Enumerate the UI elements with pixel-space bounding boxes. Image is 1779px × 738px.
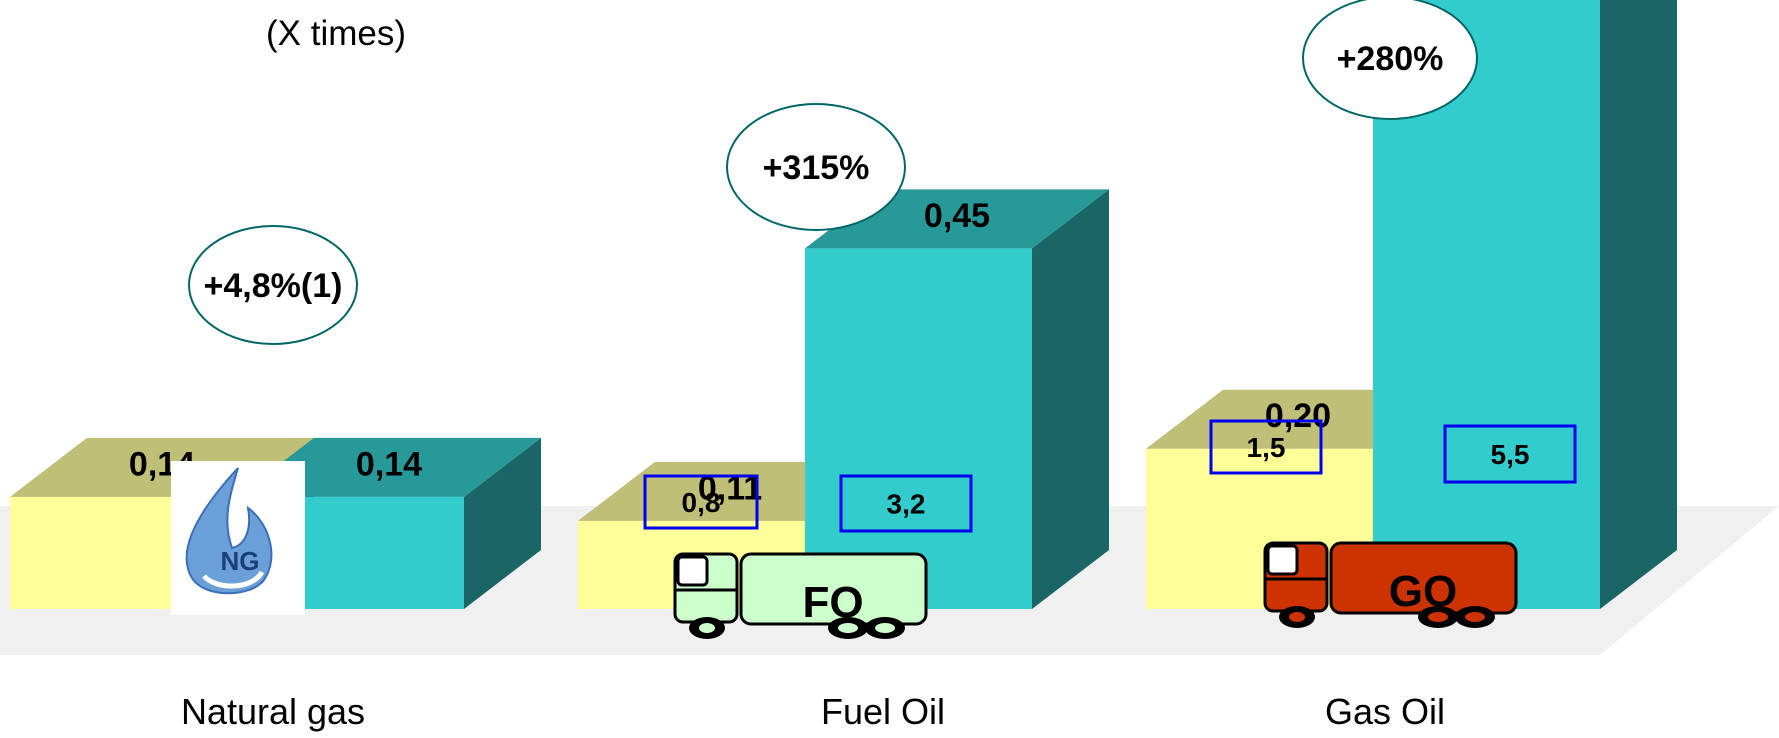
- change-ellipse-2: [726, 103, 906, 231]
- bar-front: [805, 248, 1032, 609]
- bar-side: [1600, 0, 1677, 609]
- category-label-natural-gas: Natural gas: [180, 691, 366, 732]
- truck-label-2: FO: [802, 578, 863, 627]
- truck-hub: [1465, 612, 1485, 622]
- multiplier-label-2-2: 3,2: [887, 489, 926, 520]
- data-label-series2-2: 0,45: [924, 197, 990, 235]
- multiplier-label-2-1: 0,8: [682, 487, 721, 518]
- chart-subtitle: (X times): [266, 14, 406, 53]
- tanker-truck-icon-3: GO: [1263, 541, 1518, 628]
- truck-hub: [1289, 612, 1305, 622]
- change-label-2: +315%: [763, 149, 870, 187]
- truck-hub: [875, 623, 895, 633]
- multiplier-box-3-1: [1209, 419, 1323, 475]
- category-label-fuel-oil: Fuel Oil: [820, 691, 946, 732]
- truck-window: [676, 555, 709, 587]
- ng-logo-text: NG: [221, 546, 260, 576]
- bar-series2-2: [805, 189, 1109, 609]
- bar-side: [464, 437, 541, 609]
- change-label-3: +280%: [1337, 40, 1444, 78]
- tanker-truck-icon-2: FO: [673, 552, 928, 639]
- multiplier-label-3-1: 1,5: [1247, 432, 1286, 463]
- multiplier-box-2-2: [839, 474, 973, 533]
- category-label-gas-oil: Gas Oil: [1324, 691, 1446, 732]
- change-ellipse-3: [1302, 0, 1478, 120]
- bar-side: [1032, 189, 1109, 609]
- truck-label-3: GO: [1389, 567, 1457, 616]
- ng-flame-highlight: [202, 570, 265, 589]
- bar-top: [237, 437, 541, 497]
- multiplier-box-3-2: [1443, 424, 1577, 484]
- change-ellipse-1: [188, 225, 358, 345]
- truck-hub: [838, 623, 858, 633]
- multiplier-box-2-1: [643, 474, 759, 530]
- truck-window: [1266, 544, 1299, 576]
- change-label-1: +4,8%(1): [204, 267, 343, 305]
- data-label-series2-1: 0,14: [356, 445, 422, 483]
- ng-logo-icon: NG: [171, 461, 305, 615]
- multiplier-label-3-2: 5,5: [1491, 439, 1530, 470]
- ng-flame-shape: [185, 467, 273, 595]
- truck-hub: [699, 623, 715, 633]
- truck-hub: [1428, 612, 1448, 622]
